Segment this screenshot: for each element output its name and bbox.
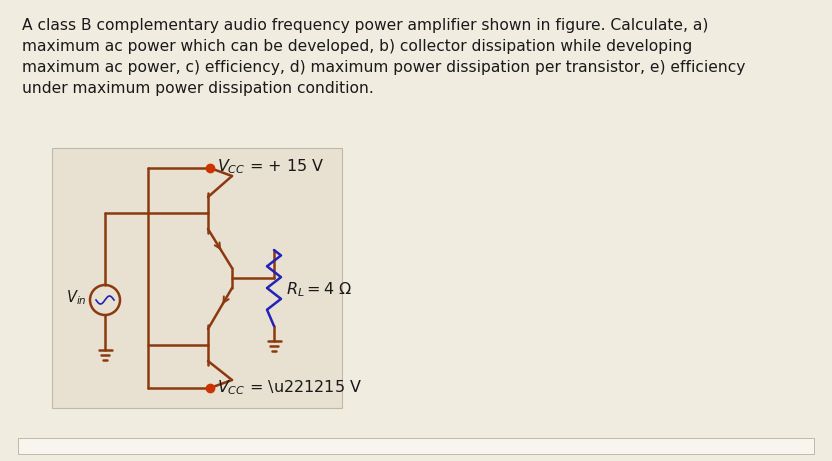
Text: maximum ac power, c) efficiency, d) maximum power dissipation per transistor, e): maximum ac power, c) efficiency, d) maxi… (22, 60, 745, 75)
Text: A class B complementary audio frequency power amplifier shown in figure. Calcula: A class B complementary audio frequency … (22, 18, 708, 33)
Bar (18, 438, 814, 454)
Text: $V_{in}$: $V_{in}$ (67, 289, 87, 307)
Text: under maximum power dissipation condition.: under maximum power dissipation conditio… (22, 81, 374, 96)
Text: $V_{CC}$ = \u221215 V: $V_{CC}$ = \u221215 V (217, 378, 362, 397)
Text: maximum ac power which can be developed, b) collector dissipation while developi: maximum ac power which can be developed,… (22, 39, 692, 54)
Bar (52, 148, 342, 408)
Text: $V_{CC}$ = + 15 V: $V_{CC}$ = + 15 V (217, 158, 324, 177)
Text: $R_L = 4\ \Omega$: $R_L = 4\ \Omega$ (286, 281, 353, 299)
